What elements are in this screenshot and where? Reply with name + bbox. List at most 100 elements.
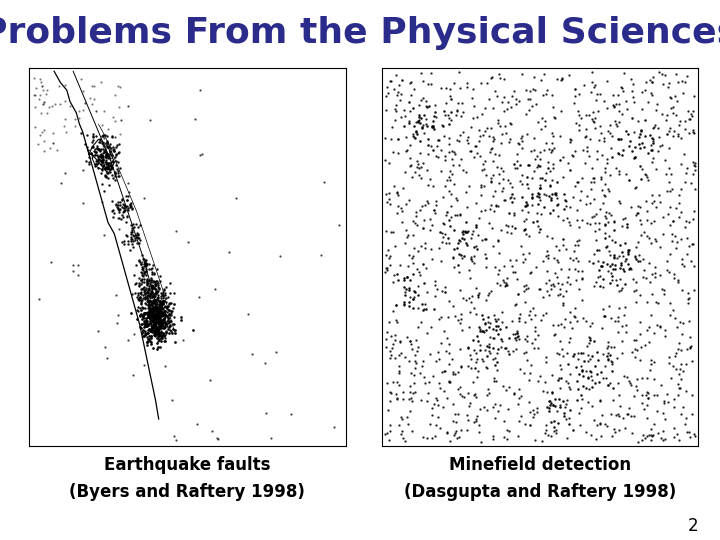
Point [580, 200, 592, 209]
Point [444, 377, 456, 386]
Point [647, 270, 658, 279]
Point [194, 293, 205, 302]
Point [571, 178, 582, 186]
Point [588, 211, 600, 220]
Point [580, 110, 592, 119]
Point [157, 308, 168, 316]
Point [143, 335, 155, 344]
Point [425, 245, 436, 254]
Point [506, 183, 518, 191]
Point [125, 230, 137, 239]
Point [638, 227, 649, 236]
Point [484, 204, 495, 213]
Point [132, 222, 144, 231]
Point [483, 94, 495, 103]
Point [107, 212, 119, 221]
Point [164, 299, 176, 308]
Point [531, 208, 543, 217]
Point [564, 166, 576, 175]
Point [537, 310, 549, 319]
Point [104, 147, 115, 156]
Point [474, 206, 486, 215]
Point [421, 288, 433, 296]
Point [126, 204, 138, 212]
Point [487, 192, 498, 201]
Point [424, 175, 436, 184]
Point [621, 410, 633, 418]
Point [485, 349, 496, 357]
Point [438, 387, 450, 395]
Point [150, 323, 161, 332]
Point [138, 326, 149, 335]
Point [94, 134, 105, 143]
Point [585, 199, 596, 207]
Point [125, 309, 137, 318]
Point [144, 325, 156, 334]
Point [380, 92, 392, 100]
Point [587, 117, 598, 125]
Point [662, 83, 674, 91]
Point [35, 109, 47, 118]
Point [384, 421, 396, 429]
Point [523, 106, 534, 114]
Point [150, 327, 162, 335]
Point [134, 322, 145, 331]
Point [145, 289, 156, 298]
Point [568, 247, 580, 255]
Point [151, 311, 163, 320]
Point [474, 326, 486, 335]
Point [150, 315, 161, 324]
Point [142, 278, 153, 287]
Point [386, 331, 397, 340]
Point [481, 390, 492, 399]
Point [467, 377, 479, 386]
Point [667, 362, 678, 371]
Point [561, 348, 572, 357]
Point [450, 111, 462, 120]
Point [60, 97, 71, 105]
Point [125, 233, 137, 241]
Point [652, 429, 664, 438]
Point [566, 324, 577, 333]
Point [432, 401, 444, 409]
Point [597, 350, 608, 359]
Point [482, 406, 493, 415]
Point [432, 153, 444, 161]
Point [166, 316, 177, 325]
Point [584, 220, 595, 228]
Point [149, 285, 161, 293]
Point [142, 338, 153, 346]
Point [543, 158, 554, 166]
Point [80, 157, 91, 165]
Point [138, 316, 149, 325]
Point [677, 330, 688, 339]
Point [135, 280, 147, 288]
Point [613, 134, 624, 143]
Point [403, 196, 415, 205]
Point [613, 166, 624, 175]
Point [147, 314, 158, 322]
Point [84, 160, 95, 168]
Point [648, 217, 660, 225]
Point [151, 299, 163, 308]
Point [581, 143, 593, 152]
Point [442, 234, 454, 242]
Point [161, 320, 172, 328]
Point [616, 84, 628, 92]
Point [423, 102, 434, 111]
Point [138, 270, 150, 279]
Point [636, 165, 647, 174]
Point [135, 289, 146, 298]
Point [401, 273, 413, 282]
Point [438, 327, 450, 336]
Point [106, 156, 117, 165]
Point [613, 118, 625, 127]
Point [660, 332, 671, 340]
Point [590, 435, 602, 443]
Point [633, 208, 644, 217]
Point [536, 174, 548, 183]
Point [661, 256, 672, 265]
Point [97, 155, 109, 164]
Point [603, 127, 614, 136]
Point [148, 305, 159, 314]
